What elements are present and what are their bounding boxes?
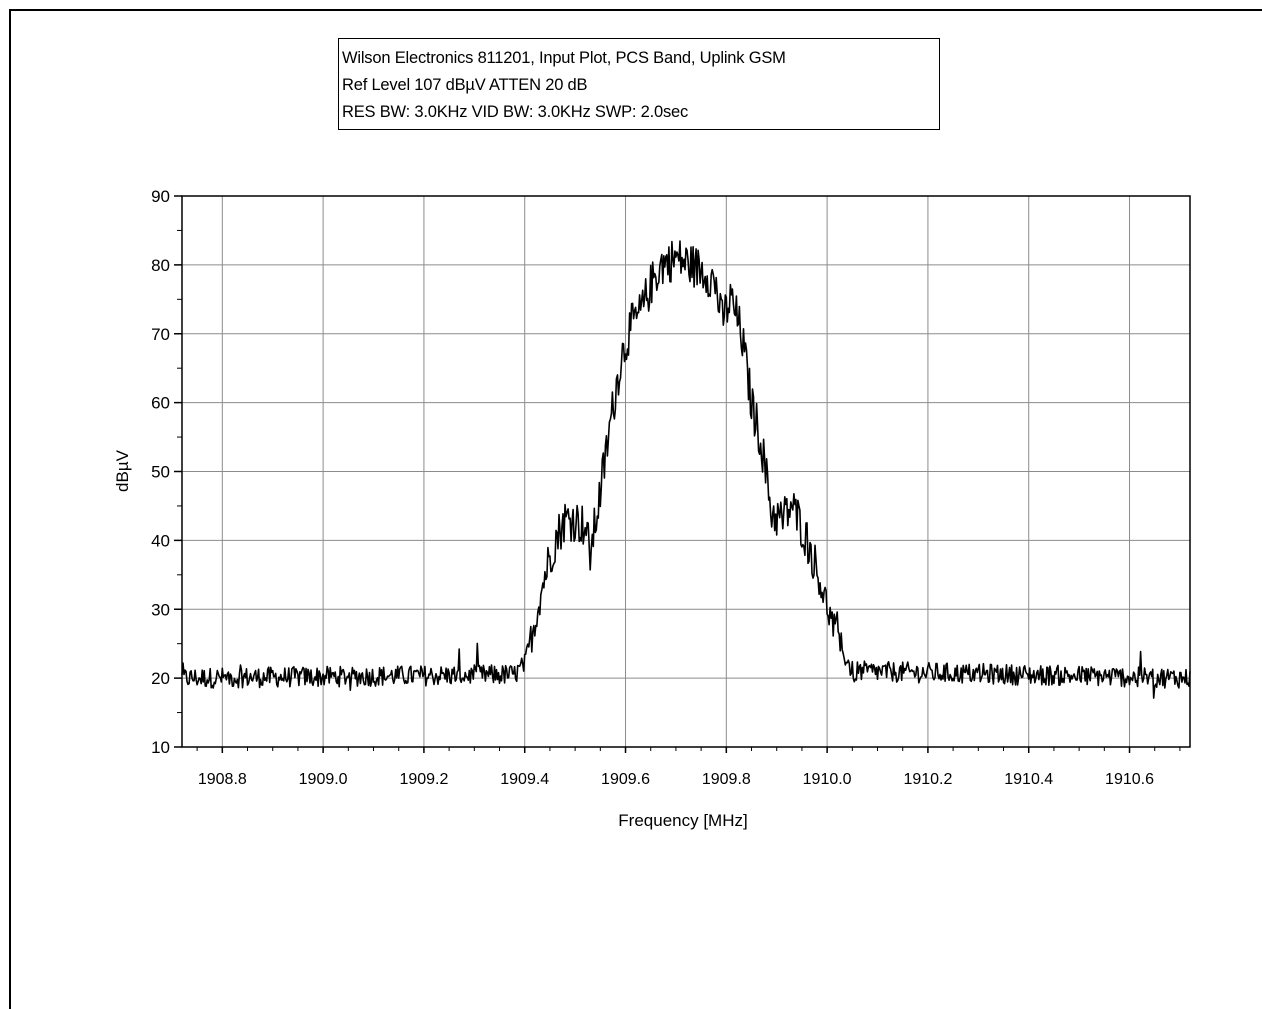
series-layer: [181, 240, 1191, 699]
x-tick-label: 1909.2: [399, 771, 448, 788]
x-tick-label: 1909.4: [500, 771, 549, 788]
y-tick-label: 50: [151, 463, 170, 482]
y-tick-label: 20: [151, 669, 170, 688]
chart-title-line-3: RES BW: 3.0KHz VID BW: 3.0KHz SWP: 2.0se…: [342, 103, 689, 121]
y-tick-label: 90: [151, 187, 170, 206]
chart-title-box: Wilson Electronics 811201, Input Plot, P…: [338, 38, 940, 130]
y-tick-label: 40: [151, 531, 170, 550]
x-tick-label: 1910.6: [1105, 771, 1154, 788]
x-tick-label: 1908.8: [198, 771, 247, 788]
chart-title-line-1: Wilson Electronics 811201, Input Plot, P…: [342, 49, 786, 67]
x-tick-label: 1910.0: [803, 771, 852, 788]
x-tick-label: 1909.0: [299, 771, 348, 788]
y-axis-label: dBµV: [113, 449, 132, 492]
spectrum-chart: 1908.8 1909.0 1909.2 1909.4 1909.6 1909.8 1910…: [113, 187, 1191, 830]
plot-area: [181, 195, 1191, 748]
chart-title-line-2: Ref Level 107 dBµV ATTEN 20 dB: [342, 76, 588, 94]
x-tick-label: 1910.4: [1004, 771, 1053, 788]
grid-lines: [182, 196, 1190, 747]
y-tick-label: 10: [151, 738, 170, 757]
x-axis-label: Frequency [MHz]: [618, 811, 747, 830]
chart-frame: [9, 9, 1262, 1009]
y-tick-label: 80: [151, 256, 170, 275]
spectrum-trace-line: [181, 240, 1191, 699]
x-tick-label: 1910.2: [903, 771, 952, 788]
y-tick-label: 30: [151, 600, 170, 619]
y-tick-label: 60: [151, 394, 170, 413]
tick-labels: 1908.8 1909.0 1909.2 1909.4 1909.6 1909.8 1910…: [151, 187, 1154, 788]
x-tick-label: 1909.8: [702, 771, 751, 788]
x-tick-label: 1909.6: [601, 771, 650, 788]
y-tick-label: 70: [151, 325, 170, 344]
